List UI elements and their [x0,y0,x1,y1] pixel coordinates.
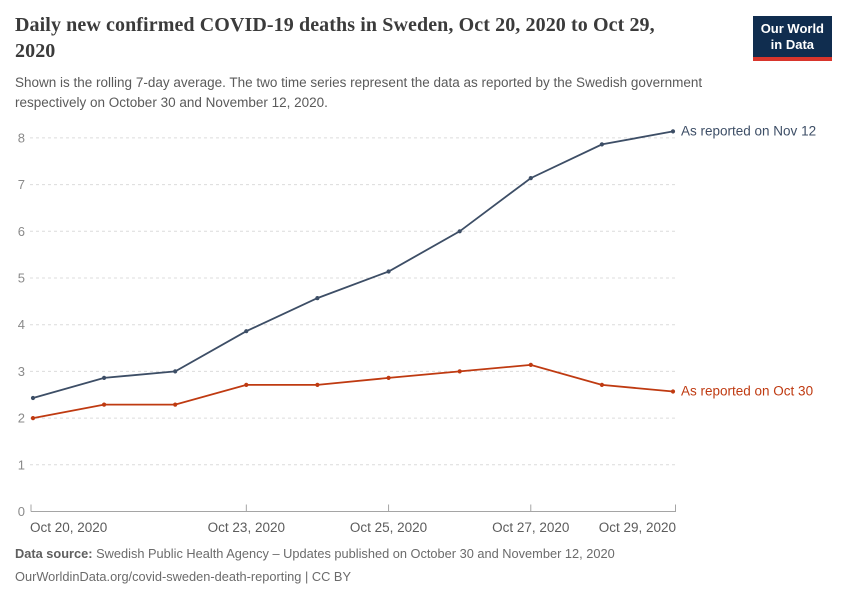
y-axis-tick-label: 0 [18,504,25,519]
data-source-line: Data source: Swedish Public Health Agenc… [15,542,615,565]
series-end-label-nov12: As reported on Nov 12 [681,124,816,139]
data-source-text: Swedish Public Health Agency – Updates p… [96,546,615,561]
attribution-line: OurWorldinData.org/covid-sweden-death-re… [15,565,615,588]
y-axis-tick-label: 1 [18,457,25,472]
data-point[interactable] [173,402,178,407]
data-point[interactable] [528,176,533,181]
data-point[interactable] [30,395,36,401]
data-point[interactable] [457,229,462,234]
series-line-nov12[interactable] [32,130,674,399]
x-axis-tick-label: Oct 27, 2020 [492,520,569,535]
data-point[interactable] [315,382,320,387]
data-point[interactable] [599,382,605,387]
y-axis-tick-label: 5 [18,271,25,286]
data-point[interactable] [102,375,107,380]
data-point[interactable] [102,402,107,407]
y-axis-tick-label: 4 [18,317,25,332]
data-point[interactable] [315,296,320,301]
data-point[interactable] [386,375,391,380]
x-axis-tick-label: Oct 25, 2020 [350,520,427,535]
data-point[interactable] [670,389,676,394]
series-end-label-oct30: As reported on Oct 30 [681,384,813,399]
y-axis-tick-label: 3 [18,364,25,379]
data-point[interactable] [30,416,36,421]
license-text: | CC BY [304,569,351,584]
y-axis-tick-label: 6 [18,224,25,239]
data-source-label: Data source: [15,546,93,561]
data-point[interactable] [670,129,676,134]
data-point[interactable] [244,329,249,334]
y-axis-tick-label: 8 [18,130,25,145]
x-axis-tick-label: Oct 23, 2020 [208,520,285,535]
y-axis-tick-label: 2 [18,411,25,426]
x-axis-tick-label: Oct 29, 2020 [599,520,676,535]
data-point[interactable] [457,369,462,374]
chart-subtitle: Shown is the rolling 7-day average. The … [15,75,703,110]
chart-header: Daily new confirmed COVID-19 deaths in S… [15,12,760,113]
chart-footer: Data source: Swedish Public Health Agenc… [15,542,615,588]
data-point[interactable] [528,362,533,367]
owid-logo[interactable]: Our World in Data [752,16,832,61]
data-point[interactable] [599,142,605,147]
data-point[interactable] [244,382,249,387]
y-axis-tick-label: 7 [18,177,25,192]
owid-logo-line2: in Data [770,37,815,52]
x-axis-tick-label: Oct 20, 2020 [30,520,107,535]
chart-title: Daily new confirmed COVID-19 deaths in S… [15,14,655,62]
owid-url-link[interactable]: OurWorldinData.org/covid-sweden-death-re… [15,569,302,584]
data-point[interactable] [173,369,178,374]
data-point[interactable] [386,269,391,274]
owid-logo-line1: Our World [760,21,824,36]
series-line-oct30[interactable] [32,363,674,419]
